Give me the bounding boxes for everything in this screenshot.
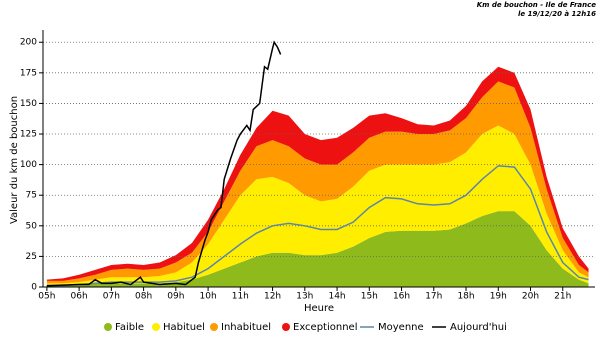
- area: [46, 211, 589, 287]
- x-tick-label: 11h: [232, 292, 249, 302]
- x-tick-label: 10h: [200, 292, 217, 302]
- x-tick-label: 13h: [296, 292, 313, 302]
- x-tick-label: 21h: [554, 292, 571, 302]
- y-tick-label: 200: [20, 38, 37, 48]
- y-tick-label: 50: [26, 221, 38, 231]
- legend-label: Habituel: [163, 322, 205, 333]
- legend-label: Faible: [115, 322, 144, 333]
- legend-label: Moyenne: [378, 322, 424, 333]
- line: [46, 165, 589, 287]
- legend-marker: [282, 323, 290, 331]
- y-tick-label: 125: [20, 130, 37, 140]
- legend-label: Aujourd'hui: [450, 322, 507, 333]
- chart-title: Km de bouchon - Ile de France: [477, 1, 597, 9]
- legend-label: Inhabituel: [221, 322, 271, 333]
- x-tick-label: 20h: [522, 292, 539, 302]
- y-axis-label: Valeur du km de bouchon: [9, 96, 20, 224]
- x-tick-label: 16h: [393, 292, 410, 302]
- x-tick-label: 12h: [264, 292, 281, 302]
- x-tick-label: 15h: [361, 292, 378, 302]
- legend-marker: [210, 323, 218, 331]
- area: [46, 66, 589, 281]
- x-tick-label: 18h: [457, 292, 474, 302]
- legend-marker: [152, 323, 160, 331]
- x-tick-label: 08h: [135, 292, 152, 302]
- x-tick-label: 19h: [490, 292, 507, 302]
- area: [46, 81, 589, 284]
- y-tick-label: 175: [20, 68, 37, 78]
- legend: Faible Habituel Inhabituel Exceptionnel Moye…: [104, 322, 507, 333]
- line: [46, 40, 282, 287]
- x-axis-label: Heure: [304, 303, 334, 314]
- x-tick-label: 05h: [38, 292, 55, 302]
- y-tick-label: 25: [26, 252, 37, 262]
- area: [46, 125, 589, 285]
- y-tick-label: 75: [26, 191, 37, 201]
- chart-subtitle: le 19/12/20 à 12h16: [518, 10, 596, 18]
- legend-marker: [104, 323, 112, 331]
- x-tick-label: 17h: [425, 292, 442, 302]
- y-tick-label: 0: [31, 283, 37, 293]
- x-tick-label: 14h: [328, 292, 345, 302]
- x-tick-label: 07h: [103, 292, 120, 302]
- legend-label: Exceptionnel: [293, 322, 357, 333]
- x-tick-label: 06h: [71, 292, 88, 302]
- x-tick-label: 09h: [167, 292, 184, 302]
- y-tick-label: 100: [20, 160, 37, 170]
- y-tick-label: 150: [20, 99, 37, 109]
